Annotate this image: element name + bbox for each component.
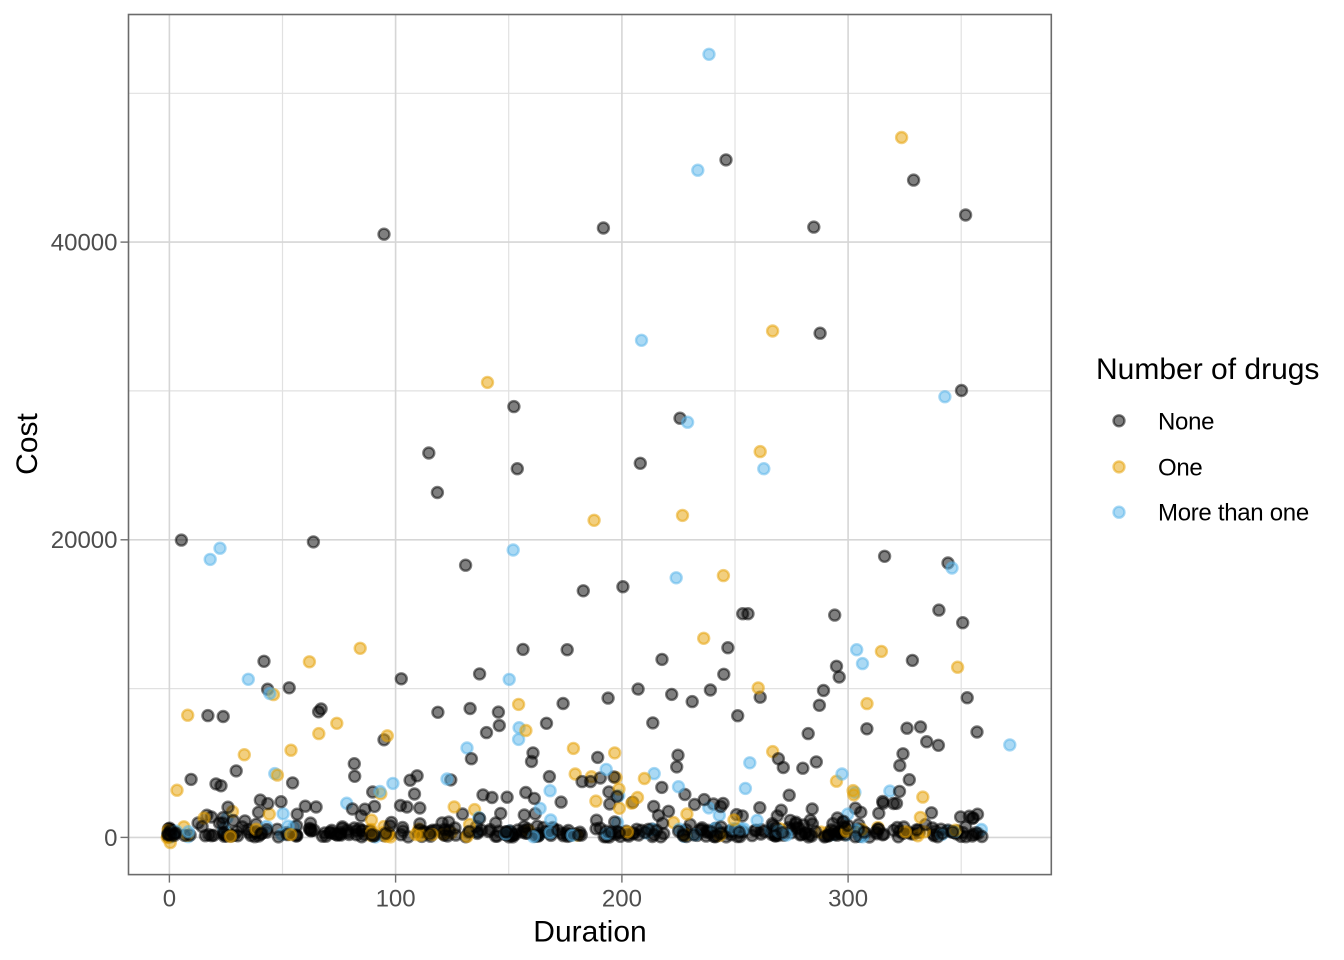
- svg-text:One: One: [1158, 454, 1202, 481]
- svg-text:Duration: Duration: [533, 916, 646, 949]
- svg-text:Number of drugs: Number of drugs: [1096, 353, 1319, 386]
- svg-text:0: 0: [163, 886, 176, 913]
- svg-text:100: 100: [376, 886, 416, 913]
- svg-text:40000: 40000: [51, 230, 118, 257]
- svg-text:More than one: More than one: [1158, 500, 1309, 527]
- svg-text:Cost: Cost: [11, 412, 44, 474]
- svg-text:20000: 20000: [51, 527, 118, 554]
- svg-text:None: None: [1158, 408, 1214, 435]
- svg-text:0: 0: [104, 825, 117, 852]
- svg-text:200: 200: [602, 886, 642, 913]
- svg-text:300: 300: [828, 886, 868, 913]
